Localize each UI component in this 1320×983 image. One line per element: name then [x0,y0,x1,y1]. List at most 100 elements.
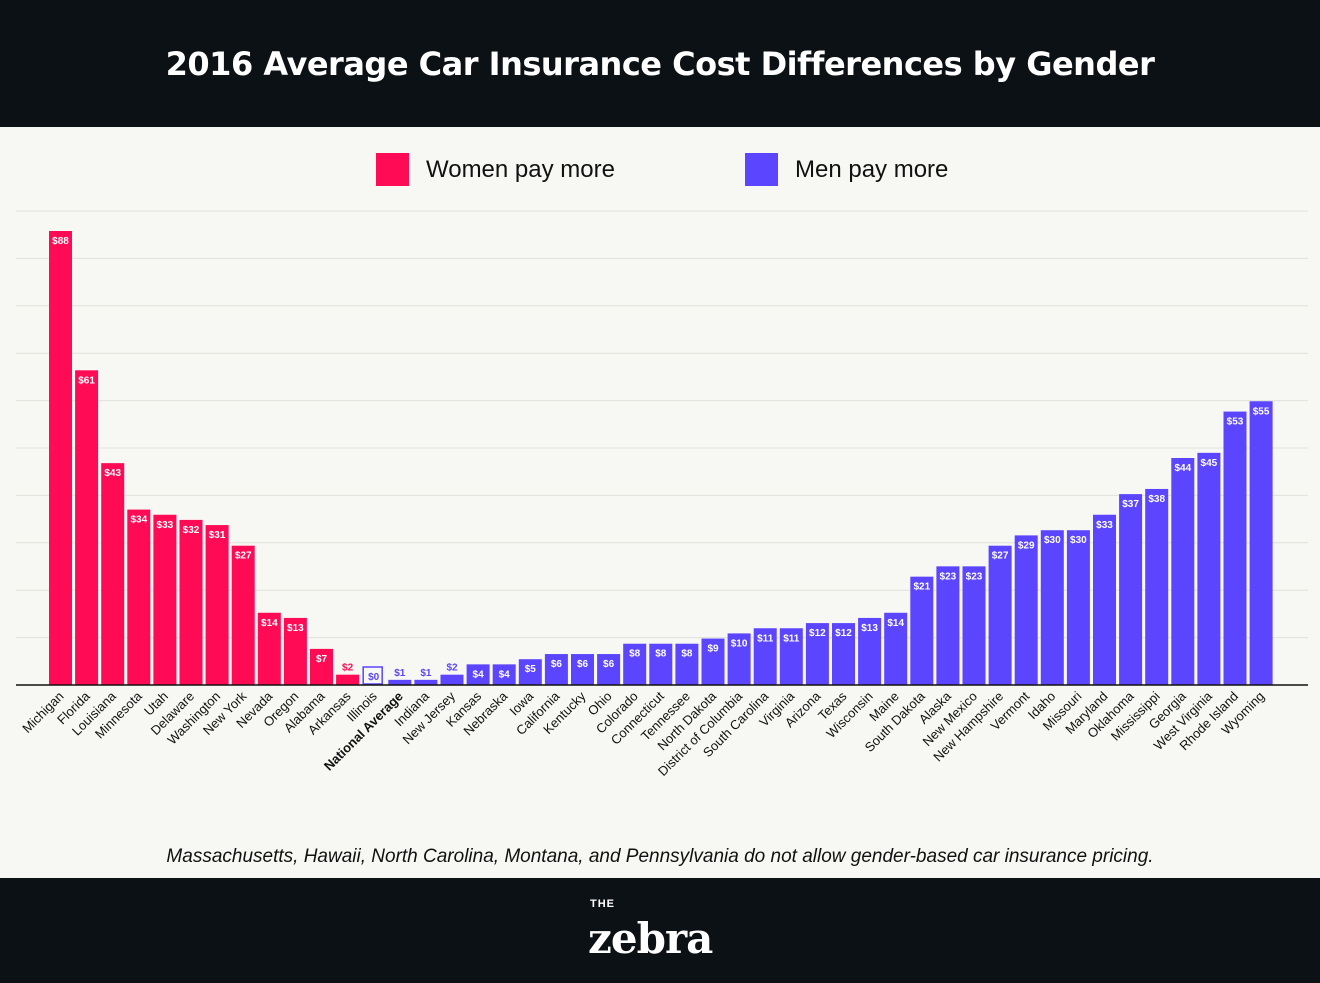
bar [205,525,229,685]
data-label: $38 [1148,494,1165,505]
bar [1249,401,1273,685]
bar-chart: $88Michigan$61Florida$43Louisiana$34Minn… [16,210,1308,779]
data-label: $14 [887,618,904,629]
data-label: $13 [861,623,878,634]
legend-label: Men pay more [795,155,949,183]
bar [753,628,777,685]
bar [283,617,307,685]
bar [779,628,803,685]
data-label: $23 [940,571,957,582]
bar [414,679,438,685]
data-label: $4 [499,669,511,680]
bar [727,633,751,685]
bar [1014,535,1038,685]
chart-title: 2016 Average Car Insurance Cost Differen… [165,44,1155,83]
bar [179,519,203,685]
data-label: $33 [1096,520,1113,531]
data-label: $4 [473,669,485,680]
bar [466,664,490,685]
footnote: Massachusetts, Hawaii, North Carolina, M… [166,846,1154,867]
data-label: $9 [707,644,719,655]
bar [988,545,1012,685]
bar [701,638,725,685]
data-label: $45 [1201,458,1218,469]
bar [310,648,333,685]
bar [1093,514,1116,685]
bar [440,674,464,685]
data-label: $29 [1018,540,1035,551]
data-label: $0 [368,672,380,683]
bar [858,617,882,685]
bar [1171,458,1195,685]
bar [962,566,986,685]
data-label: $37 [1122,499,1139,510]
bar [571,654,594,685]
bar [936,566,960,685]
data-label: $10 [731,638,748,649]
data-label: $33 [157,520,174,531]
bar [544,654,568,685]
legend-swatch-men [745,153,778,186]
data-label: $12 [809,628,826,639]
bar [1197,452,1221,685]
data-label: $44 [1174,463,1191,474]
bar [336,674,360,685]
data-label: $1 [420,668,432,679]
bar [153,514,177,685]
data-label: $23 [966,571,983,582]
logo-the: THE [590,898,615,910]
bar [101,463,125,685]
bar [1223,411,1247,685]
data-label: $7 [316,654,328,665]
legend-item-men: Men pay more [745,153,948,186]
data-label: $31 [209,530,226,541]
bar [127,509,151,685]
legend-item-women: Women pay more [376,153,615,186]
data-label: $27 [992,551,1009,562]
logo-zebra: zebra [588,914,713,963]
bar [649,643,673,685]
data-label: $1 [394,668,406,679]
bar [388,679,412,685]
data-label: $30 [1070,535,1087,546]
data-label: $55 [1253,406,1270,417]
data-label: $8 [629,649,641,660]
footer [0,878,1320,983]
bar [910,576,934,685]
bar [1040,530,1064,685]
data-label: $14 [261,618,278,629]
data-label: $12 [835,628,852,639]
data-label: $11 [757,633,774,644]
legend: Women pay more Men pay more [0,153,1320,187]
bar [805,623,829,685]
bar [884,612,908,685]
data-label: $11 [783,633,800,644]
data-label: $8 [681,649,693,660]
bar [231,545,255,685]
data-label: $6 [603,659,615,670]
data-label: $2 [446,663,458,674]
data-label: $27 [235,551,252,562]
data-label: $8 [655,649,667,660]
bar [362,666,383,685]
legend-label: Women pay more [426,155,615,183]
data-label: $2 [342,663,354,674]
data-label: $6 [551,659,563,670]
data-label: $61 [78,375,95,386]
data-label: $5 [525,664,537,675]
data-label: $88 [52,236,69,247]
bar [1119,494,1143,685]
data-label: $30 [1044,535,1061,546]
data-label: $34 [130,515,147,526]
data-label: $21 [913,582,930,593]
bar [1145,488,1169,685]
bar [832,623,855,685]
data-label: $13 [287,623,304,634]
bar [518,659,542,685]
data-label: $32 [183,525,200,536]
data-label: $6 [577,659,589,670]
bar [675,643,699,685]
bar [597,654,621,685]
bar [75,370,99,685]
bar [49,231,72,685]
